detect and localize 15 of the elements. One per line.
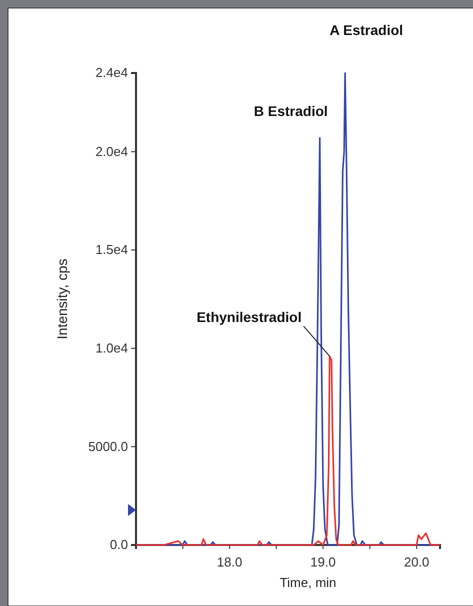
y-axis-title: Intensity, cps [54,258,70,340]
y-tick-label: 2.4e4 [95,65,128,80]
x-axis-title: Time, min [280,575,336,590]
x-tick-label: 18.0 [216,554,242,570]
annotation: A Estradiol [330,22,404,38]
y-tick-label: 1.5e4 [95,242,128,258]
x-tick-label: 20.0 [404,554,430,570]
y-tick-label: 0.0 [110,537,128,552]
annotation: Ethynilestradiol [196,309,302,326]
x-tick-label: 19.0 [310,554,336,570]
y-tick-label: 5000.0 [88,438,128,454]
y-tick-label: 1.0e4 [95,340,128,356]
annotation: B Estradiol [254,102,328,119]
y-tick-label: 2.0e4 [95,144,128,159]
line-series [135,355,441,546]
